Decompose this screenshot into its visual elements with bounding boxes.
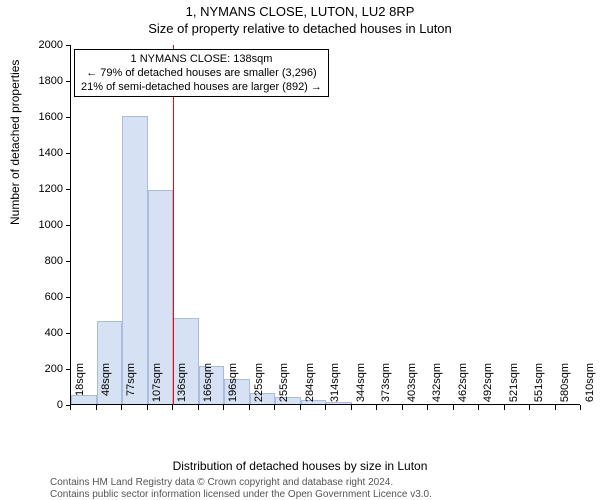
y-tick-mark xyxy=(66,297,71,298)
y-tick-label: 400 xyxy=(23,328,63,339)
x-tick-label: 196sqm xyxy=(227,363,239,413)
annotation-box: 1 NYMANS CLOSE: 138sqm ← 79% of detached… xyxy=(74,49,329,97)
x-tick-label: 18sqm xyxy=(74,363,86,413)
x-tick-mark xyxy=(172,405,173,410)
x-tick-label: 492sqm xyxy=(482,363,494,413)
y-tick-label: 1000 xyxy=(23,220,63,231)
footer-line-2: Contains public sector information licen… xyxy=(50,489,432,500)
title-sub: Size of property relative to detached ho… xyxy=(0,21,600,36)
x-tick-label: 166sqm xyxy=(202,363,214,413)
plot-area xyxy=(70,45,580,405)
y-tick-label: 0 xyxy=(23,400,63,411)
x-tick-mark xyxy=(249,405,250,410)
x-tick-mark xyxy=(300,405,301,410)
x-tick-mark xyxy=(223,405,224,410)
y-tick-mark xyxy=(66,261,71,262)
x-tick-mark xyxy=(274,405,275,410)
x-tick-mark xyxy=(427,405,428,410)
x-tick-label: 107sqm xyxy=(151,363,163,413)
x-tick-mark xyxy=(529,405,530,410)
title-main: 1, NYMANS CLOSE, LUTON, LU2 8RP xyxy=(0,4,600,19)
y-tick-mark xyxy=(66,81,71,82)
y-tick-label: 800 xyxy=(23,256,63,267)
x-tick-label: 521sqm xyxy=(508,363,520,413)
x-tick-label: 77sqm xyxy=(125,363,137,413)
y-tick-label: 2000 xyxy=(23,40,63,51)
annotation-line3: 21% of semi-detached houses are larger (… xyxy=(81,80,322,94)
x-tick-mark xyxy=(478,405,479,410)
histogram-bar xyxy=(122,116,148,404)
y-tick-label: 600 xyxy=(23,292,63,303)
x-tick-mark xyxy=(453,405,454,410)
y-tick-label: 1800 xyxy=(23,76,63,87)
y-tick-label: 1200 xyxy=(23,184,63,195)
x-tick-label: 551sqm xyxy=(533,363,545,413)
x-tick-mark xyxy=(70,405,71,410)
x-tick-label: 48sqm xyxy=(100,363,112,413)
x-tick-mark xyxy=(555,405,556,410)
y-tick-mark xyxy=(66,225,71,226)
y-tick-mark xyxy=(66,189,71,190)
x-tick-mark xyxy=(351,405,352,410)
y-tick-mark xyxy=(66,333,71,334)
chart-container: 1, NYMANS CLOSE, LUTON, LU2 8RP Size of … xyxy=(0,0,600,500)
reference-line xyxy=(173,45,174,405)
y-axis-label: Number of detached properties xyxy=(8,60,22,225)
x-tick-mark xyxy=(376,405,377,410)
y-tick-label: 1400 xyxy=(23,148,63,159)
annotation-line1: 1 NYMANS CLOSE: 138sqm xyxy=(81,52,322,66)
x-tick-mark xyxy=(504,405,505,410)
x-tick-label: 403sqm xyxy=(406,363,418,413)
x-tick-mark xyxy=(580,405,581,410)
y-tick-mark xyxy=(66,45,71,46)
x-tick-label: 373sqm xyxy=(380,363,392,413)
x-tick-label: 432sqm xyxy=(431,363,443,413)
x-tick-mark xyxy=(198,405,199,410)
plot: 1 NYMANS CLOSE: 138sqm ← 79% of detached… xyxy=(70,45,580,405)
x-tick-mark xyxy=(402,405,403,410)
x-axis-label: Distribution of detached houses by size … xyxy=(0,459,600,473)
y-tick-mark xyxy=(66,153,71,154)
x-tick-mark xyxy=(147,405,148,410)
x-tick-label: 610sqm xyxy=(584,363,596,413)
annotation-line2: ← 79% of detached houses are smaller (3,… xyxy=(81,66,322,80)
footer-line-1: Contains HM Land Registry data © Crown c… xyxy=(50,477,393,488)
y-tick-label: 200 xyxy=(23,364,63,375)
x-tick-mark xyxy=(121,405,122,410)
y-tick-mark xyxy=(66,117,71,118)
y-tick-mark xyxy=(66,369,71,370)
x-tick-label: 314sqm xyxy=(329,363,341,413)
x-tick-label: 225sqm xyxy=(253,363,265,413)
x-tick-label: 136sqm xyxy=(176,363,188,413)
x-tick-label: 462sqm xyxy=(457,363,469,413)
x-tick-label: 580sqm xyxy=(559,363,571,413)
x-tick-mark xyxy=(96,405,97,410)
x-tick-label: 344sqm xyxy=(355,363,367,413)
y-tick-label: 1600 xyxy=(23,112,63,123)
x-tick-label: 284sqm xyxy=(304,363,316,413)
x-tick-label: 255sqm xyxy=(278,363,290,413)
x-tick-mark xyxy=(325,405,326,410)
